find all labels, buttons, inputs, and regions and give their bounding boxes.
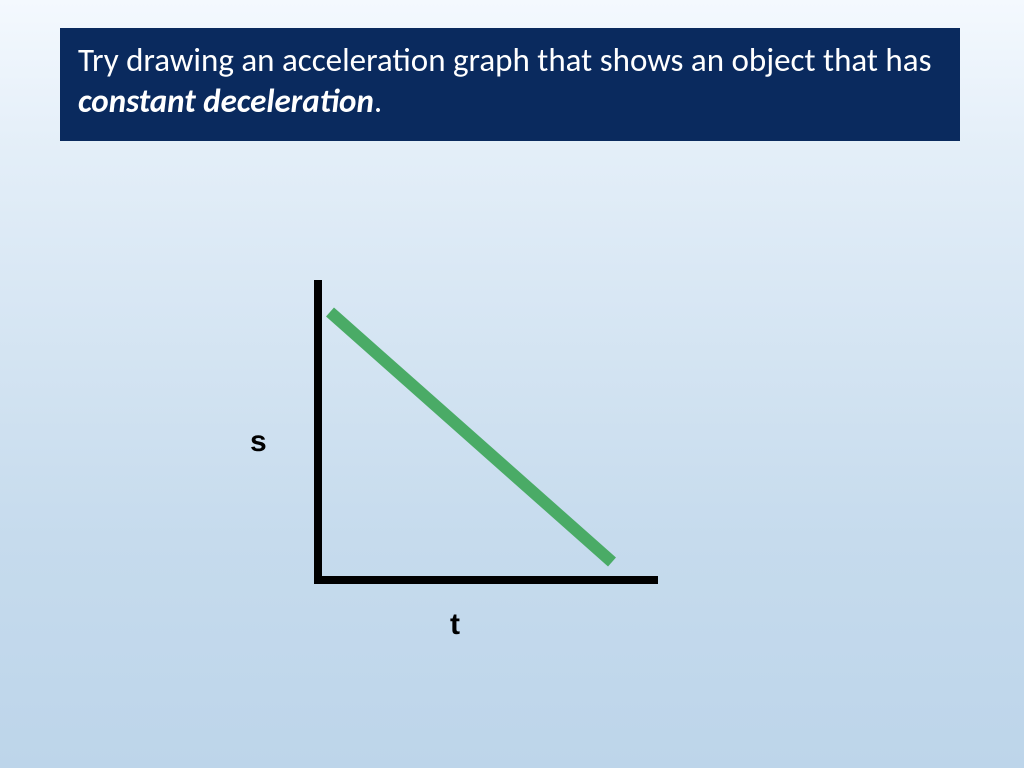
instruction-title-box: Try drawing an acceleration graph that s… <box>60 28 960 141</box>
instruction-text-prefix: Try drawing an acceleration graph that s… <box>78 40 931 80</box>
data-line <box>330 312 612 562</box>
instruction-text-emph: constant deceleration <box>78 81 374 121</box>
x-axis-label: t <box>450 608 460 642</box>
instruction-text-suffix: . <box>374 81 382 121</box>
y-axis-label: s <box>250 425 267 459</box>
